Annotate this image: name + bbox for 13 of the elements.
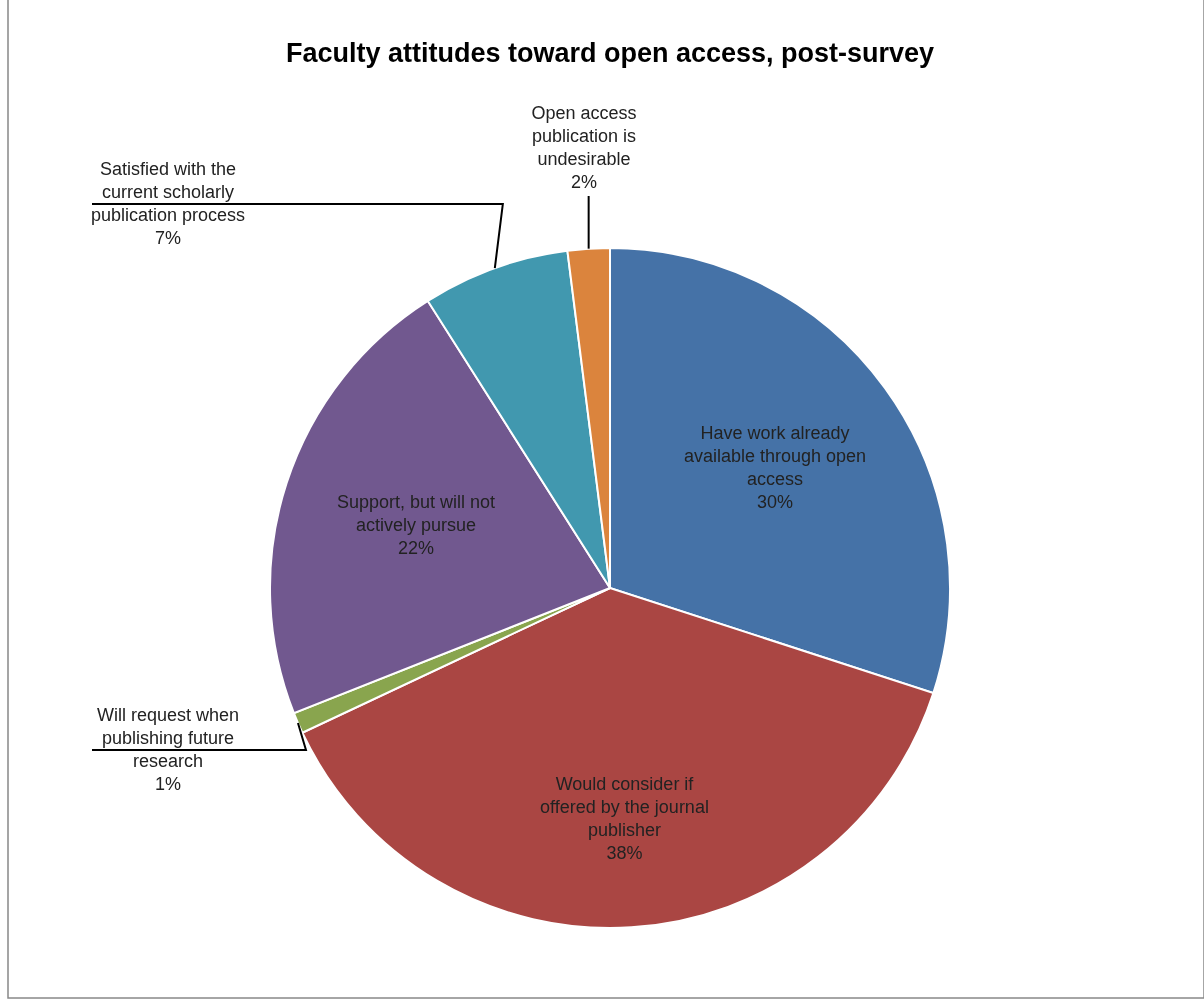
data-label: 2%	[570, 172, 597, 193]
slice-label: Would consider if offered by the journal publisher	[540, 773, 709, 840]
data-label: 30%	[757, 492, 794, 513]
slice-label: Satisfied with the current scholarly publication process	[90, 159, 246, 226]
slice-label: Will request when publishing future research	[96, 705, 240, 772]
slice-label: Support, but will not actively pursue	[336, 491, 496, 535]
chart-title: Faculty attitudes toward open access, post-survey	[285, 38, 935, 68]
data-label: 22%	[397, 537, 434, 558]
data-label: 7%	[154, 228, 182, 249]
data-label: 1%	[154, 774, 182, 795]
slice-label: Open access publication is undesirable	[531, 103, 637, 170]
slice-label: Have work already available through open access	[683, 423, 867, 490]
data-label: 38%	[606, 842, 643, 863]
